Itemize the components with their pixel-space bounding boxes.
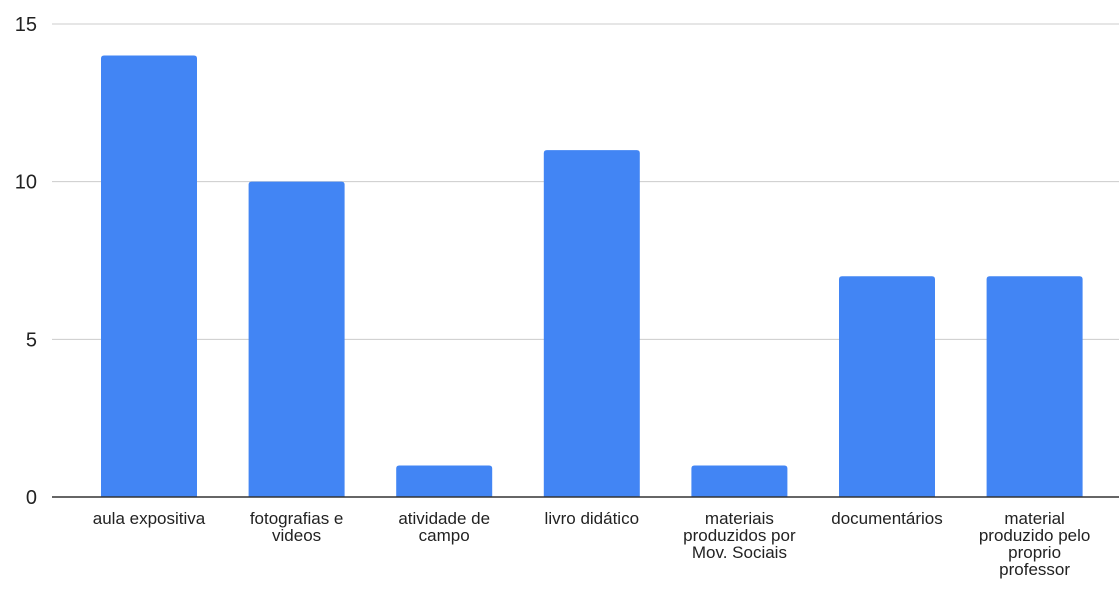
bar <box>839 276 935 497</box>
y-tick-label: 10 <box>15 172 37 194</box>
x-tick-label-line: aula expositiva <box>93 509 206 528</box>
x-tick-label-line: Mov. Sociais <box>692 543 787 562</box>
bar <box>101 55 197 498</box>
x-tick-label: livro didático <box>545 509 640 528</box>
x-tick-label-line: campo <box>419 526 470 545</box>
x-tick-label: material produzido pelo proprio professor <box>979 509 1091 579</box>
x-tick-label-line: materiais <box>705 509 774 528</box>
x-tick-labels: aula expositiva fotografias e videos ativid… <box>93 509 1091 579</box>
bar <box>691 465 788 497</box>
x-tick-label-line: produzidos por <box>683 526 796 545</box>
y-tick-label: 0 <box>26 487 37 509</box>
x-tick-label-line: produzido pelo <box>979 526 1091 545</box>
x-tick-label-line: fotografias e <box>250 509 344 528</box>
bar <box>986 276 1083 497</box>
bar <box>543 150 640 497</box>
x-tick-label-line: proprio <box>1008 543 1061 562</box>
x-tick-label: documentários <box>831 509 943 528</box>
x-tick-label: atividade de campo <box>398 509 490 545</box>
x-tick-label: fotografias e videos <box>250 509 344 545</box>
x-tick-label-line: livro didático <box>545 509 640 528</box>
y-tick-label: 15 <box>15 14 37 36</box>
x-tick-label-line: material <box>1004 509 1064 528</box>
x-tick-label-line: documentários <box>831 509 943 528</box>
y-tick-label: 5 <box>26 329 37 351</box>
y-tick-labels: 0 5 10 15 <box>15 14 37 509</box>
x-tick-label: aula expositiva <box>93 509 206 528</box>
x-tick-label-line: videos <box>272 526 321 545</box>
x-tick-label-line: professor <box>999 560 1070 579</box>
x-tick-label-line: atividade de <box>398 509 490 528</box>
bar <box>396 465 493 497</box>
x-tick-label: materiais produzidos por Mov. Sociais <box>683 509 796 562</box>
bars <box>101 55 1083 498</box>
bar <box>248 181 345 497</box>
